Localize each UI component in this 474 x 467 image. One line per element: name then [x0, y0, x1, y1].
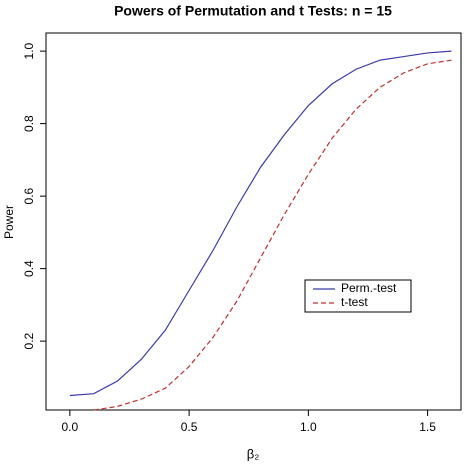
series-line: [93, 59, 452, 411]
y-tick-label: 1.0: [22, 42, 36, 59]
plot-frame: [45, 32, 462, 411]
y-tick-label: 0.4: [22, 260, 36, 277]
series-line: [69, 50, 452, 397]
y-tick-label: 0.2: [22, 332, 36, 349]
y-tick-label: 0.6: [22, 187, 36, 204]
x-tick-label: 1.0: [300, 420, 317, 434]
legend-label: Perm.-test: [341, 281, 397, 295]
y-tick-label: 0.8: [22, 115, 36, 132]
x-axis-label: β₂: [247, 446, 260, 461]
legend-label: t-test: [341, 295, 368, 309]
x-tick-label: 1.5: [419, 420, 436, 434]
x-tick-label: 0.0: [62, 420, 79, 434]
chart-title: Powers of Permutation and t Tests: n = 1…: [114, 3, 392, 19]
legend-box: [304, 279, 412, 313]
x-tick-label: 0.5: [181, 420, 198, 434]
y-axis-label: Power: [2, 205, 16, 239]
